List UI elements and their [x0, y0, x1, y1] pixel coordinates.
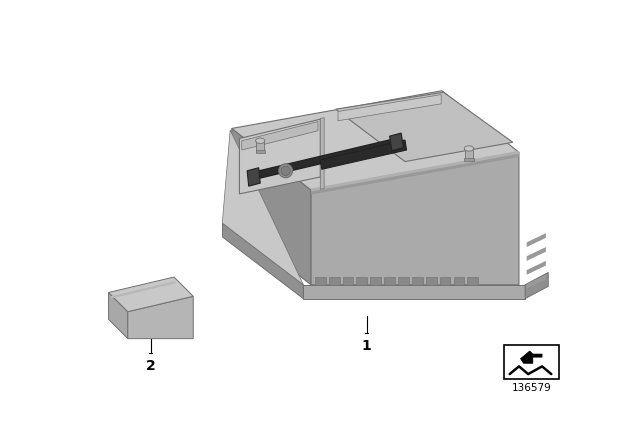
Polygon shape — [527, 233, 546, 247]
Polygon shape — [128, 296, 193, 339]
Polygon shape — [223, 130, 303, 285]
Polygon shape — [320, 118, 324, 189]
Polygon shape — [454, 277, 464, 285]
Text: 2: 2 — [146, 359, 156, 373]
Polygon shape — [232, 129, 311, 285]
Polygon shape — [232, 90, 519, 190]
Polygon shape — [426, 277, 436, 285]
Polygon shape — [356, 277, 367, 285]
Polygon shape — [336, 92, 513, 162]
Circle shape — [279, 164, 292, 178]
Polygon shape — [311, 152, 519, 285]
Ellipse shape — [255, 138, 265, 143]
Polygon shape — [384, 277, 395, 285]
Polygon shape — [464, 158, 474, 161]
Polygon shape — [342, 277, 353, 285]
Polygon shape — [398, 277, 409, 285]
Polygon shape — [371, 277, 381, 285]
Polygon shape — [412, 277, 422, 285]
Text: 136579: 136579 — [511, 383, 551, 393]
Polygon shape — [109, 277, 193, 312]
Polygon shape — [338, 95, 441, 121]
Polygon shape — [255, 150, 265, 153]
Polygon shape — [315, 277, 326, 285]
Polygon shape — [527, 261, 546, 275]
Ellipse shape — [464, 146, 474, 151]
Polygon shape — [527, 247, 546, 261]
Polygon shape — [303, 285, 525, 299]
Polygon shape — [320, 140, 406, 169]
Polygon shape — [242, 121, 318, 150]
Polygon shape — [239, 119, 320, 194]
Polygon shape — [111, 281, 175, 299]
Text: 1: 1 — [362, 339, 371, 353]
Polygon shape — [311, 154, 519, 195]
Bar — [504, 345, 559, 379]
Polygon shape — [311, 151, 519, 192]
Polygon shape — [329, 277, 340, 285]
Polygon shape — [247, 168, 260, 186]
Polygon shape — [467, 277, 478, 285]
Polygon shape — [250, 138, 401, 179]
Polygon shape — [390, 133, 403, 151]
Polygon shape — [223, 223, 303, 299]
Polygon shape — [527, 275, 546, 289]
Polygon shape — [520, 351, 542, 363]
Polygon shape — [257, 141, 264, 151]
Polygon shape — [109, 293, 128, 339]
Circle shape — [281, 166, 291, 176]
Polygon shape — [525, 272, 548, 299]
Polygon shape — [465, 148, 473, 159]
Polygon shape — [440, 277, 451, 285]
